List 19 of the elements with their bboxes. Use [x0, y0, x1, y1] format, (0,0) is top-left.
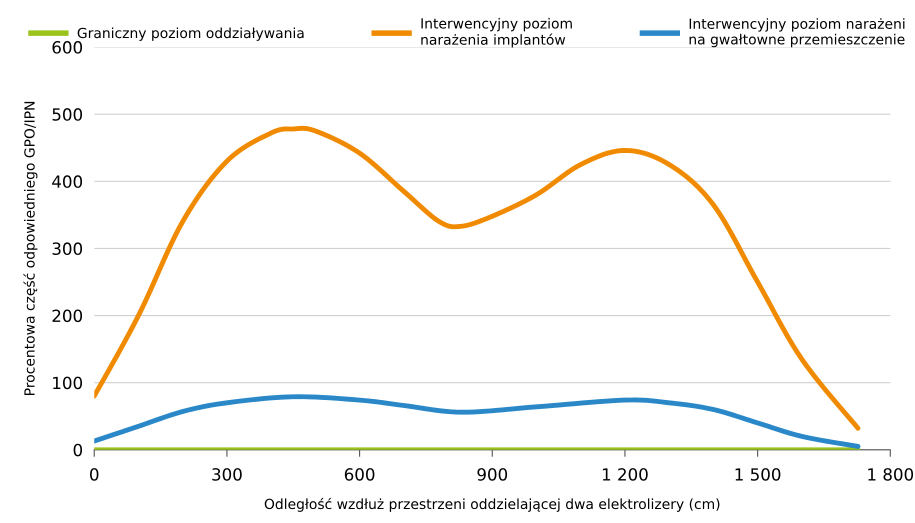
- y-tick-label: 400: [52, 175, 82, 188]
- y-tick-label: 300: [52, 242, 82, 255]
- legend-label: Interwencyjny poziom narażeni na gwałtowne przemieszczenie: [690, 18, 905, 48]
- x-tick-label: 600: [344, 468, 374, 481]
- legend-label: Interwencyjny poziom narażenia implantów: [421, 18, 572, 48]
- y-axis-title: Procentowa część odpowiedniego GPO/IPN: [23, 102, 38, 395]
- x-tick-label: 0: [90, 468, 98, 481]
- legend-label: Graniczny poziom oddziaływania: [78, 27, 304, 41]
- y-tick-label: 600: [52, 41, 82, 54]
- x-tick-label: 1 200: [602, 468, 648, 481]
- x-tick-label: 1 800: [868, 468, 914, 481]
- y-tick-label: 100: [53, 376, 82, 390]
- y-tick-label: 500: [52, 108, 82, 121]
- y-tick-label: 0: [74, 444, 82, 456]
- y-tick-label: 200: [52, 310, 82, 322]
- x-axis-title: Odległość wzdłuż przestrzeni oddzielającej dwa elektrolizery (cm): [264, 498, 720, 512]
- x-tick-label: 900: [477, 468, 508, 481]
- x-tick-label: 300: [212, 468, 242, 481]
- x-tick-label: 1 500: [736, 468, 780, 481]
